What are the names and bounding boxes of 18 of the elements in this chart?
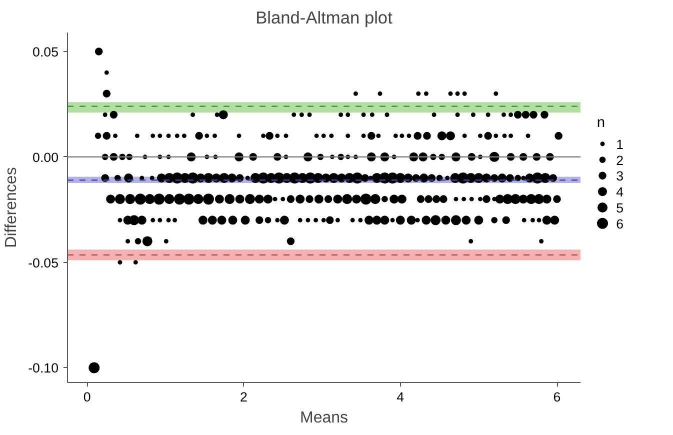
legend-label: 6: [616, 216, 624, 232]
x-tick-label: 0: [83, 390, 91, 404]
chart-title: Bland-Altman plot: [256, 8, 393, 28]
x-tick-label: 6: [553, 390, 561, 404]
y-tick-label: -0.05: [28, 255, 59, 270]
legend-label: 5: [616, 200, 624, 216]
legend-label: 4: [616, 184, 624, 200]
y-tick-label: -0.10: [28, 360, 59, 376]
x-tick-label: 2: [240, 390, 248, 404]
legend-label: 3: [616, 168, 624, 184]
x-axis-title: Means: [300, 410, 348, 426]
legend-label: 1: [616, 136, 624, 152]
y-axis-title: Differences: [3, 167, 20, 248]
legend-title: n: [596, 115, 606, 132]
legend-label: 2: [616, 152, 624, 168]
y-tick-label: 0.00: [32, 150, 59, 165]
x-tick-label: 4: [396, 390, 405, 404]
y-tick-label: 0.05: [32, 44, 59, 60]
